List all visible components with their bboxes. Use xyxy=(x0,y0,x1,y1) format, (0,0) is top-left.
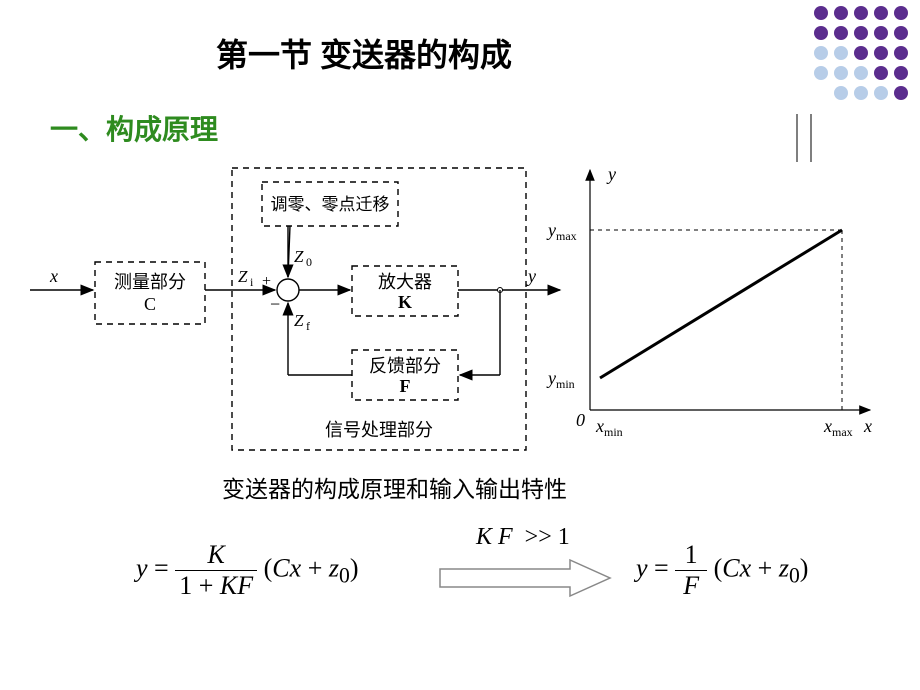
equation-2: y = 1F (Cx + z0) xyxy=(636,540,808,601)
